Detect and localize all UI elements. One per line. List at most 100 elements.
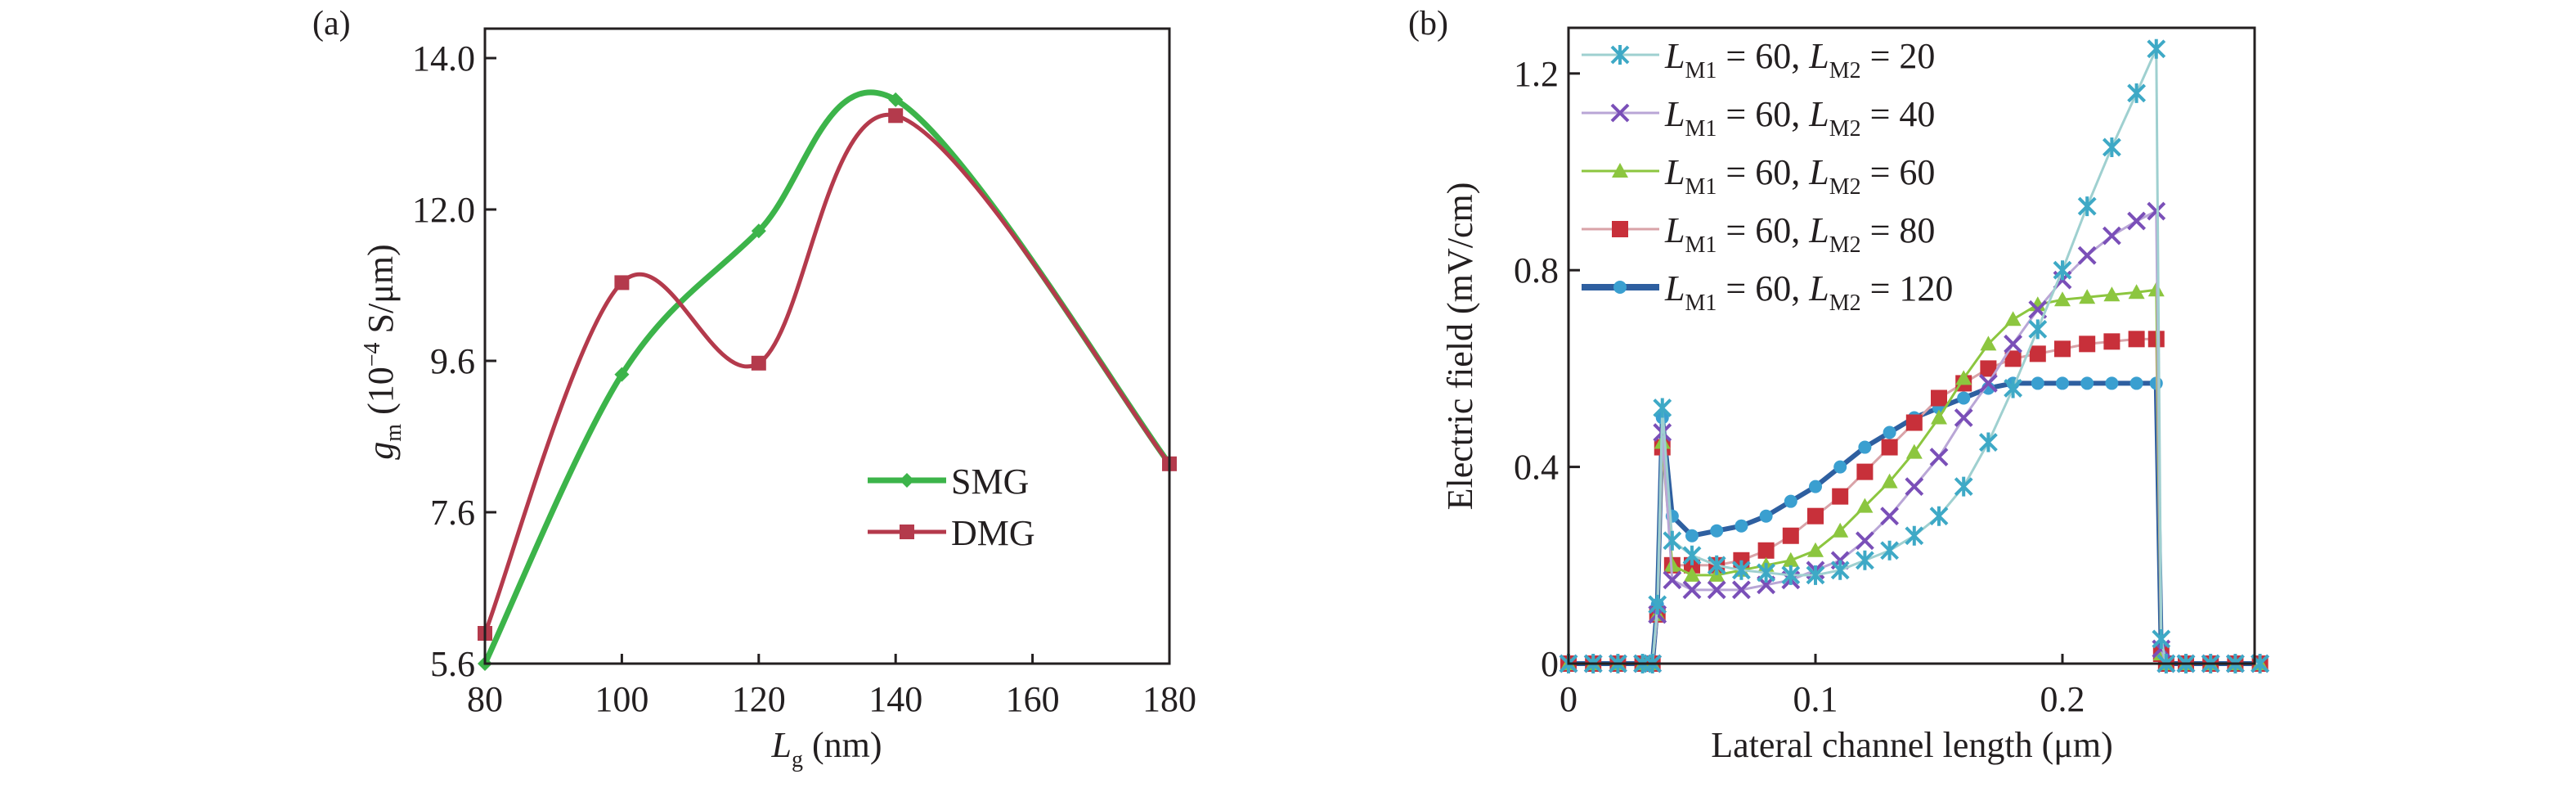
data-point <box>1978 374 1998 393</box>
panel-a-series <box>478 89 1177 671</box>
x-tick-label: 160 <box>1006 679 1060 719</box>
legend-label: LM1 = 60, LM2 = 120 <box>1664 268 1953 316</box>
data-point <box>1929 506 1949 526</box>
data-point <box>1757 542 1775 559</box>
legend-label: LM1 = 60, LM2 = 80 <box>1664 210 1935 258</box>
data-point <box>1807 507 1824 525</box>
xlabel-symbol: L <box>770 725 791 765</box>
data-point <box>1980 360 1997 377</box>
y-tick-label: 0.4 <box>1514 448 1559 488</box>
data-point <box>1809 480 1822 493</box>
legend-marker <box>1613 281 1627 294</box>
panel-b-legend: LM1 = 60, LM2 = 20 LM1 = 60, LM2 = 40 LM1 … <box>1582 36 1953 316</box>
legend-label: LM1 = 60, LM2 = 20 <box>1664 36 1935 83</box>
legend-label: SMG <box>951 462 1029 502</box>
data-point <box>1954 408 1973 427</box>
series-line <box>482 112 1171 634</box>
y-tick-label: 7.6 <box>430 493 475 533</box>
panel-a-axes-frame <box>483 27 1171 665</box>
data-point <box>2004 350 2022 367</box>
data-point <box>2127 83 2147 103</box>
data-point <box>1663 570 1682 590</box>
series-smg <box>478 89 1177 671</box>
data-point <box>1648 594 1667 615</box>
data-point <box>1684 566 1700 582</box>
panel-a-xlabel: Lg (nm) <box>770 725 882 772</box>
data-point <box>2102 226 2121 245</box>
legend-item-lm2-80: LM1 = 60, LM2 = 80 <box>1582 210 1935 258</box>
data-point <box>1955 370 1972 385</box>
panel-b-ticks: 0 0.1 0.2 0 0.4 0.8 1.2 <box>1514 54 2085 719</box>
data-point <box>2128 331 2145 348</box>
xlabel-subscript: g <box>792 747 803 772</box>
x-tick-label: 100 <box>595 679 648 719</box>
data-point <box>1682 580 1702 600</box>
x-tick-label: 80 <box>467 679 503 719</box>
data-point <box>1782 527 1799 544</box>
legend-marker <box>900 525 914 539</box>
data-point <box>2056 376 2069 390</box>
data-point <box>1682 545 1702 565</box>
data-point <box>1759 509 1773 523</box>
data-point <box>888 108 904 124</box>
data-point <box>1735 519 1748 533</box>
data-point <box>1830 560 1850 580</box>
data-point <box>1710 524 1724 538</box>
legend-marker <box>1612 163 1628 178</box>
ylabel-symbol: g <box>361 442 401 460</box>
data-point <box>614 275 630 290</box>
data-point <box>1784 494 1797 508</box>
data-point <box>1905 477 1924 497</box>
data-point <box>1685 529 1699 543</box>
data-point <box>1905 444 1923 459</box>
panel-a-label: (a) <box>312 5 351 43</box>
data-point <box>2079 335 2096 353</box>
data-point <box>888 92 904 107</box>
x-tick-label: 120 <box>732 679 786 719</box>
legend-marker <box>1610 103 1630 123</box>
y-tick-label: 0.8 <box>1514 250 1559 290</box>
data-point <box>1880 540 1900 561</box>
y-tick-label: 14.0 <box>412 38 475 79</box>
x-tick-label: 140 <box>868 679 922 719</box>
data-point <box>1653 398 1672 418</box>
ylabel-unit-rest: S/μm) <box>361 244 401 342</box>
legend-item-dmg: DMG <box>868 513 1035 553</box>
data-point <box>2103 333 2120 350</box>
data-point <box>1954 476 1973 497</box>
x-tick-label: 0.2 <box>2040 679 2085 719</box>
y-tick-label: 5.6 <box>430 644 475 684</box>
panel-b-series <box>1559 38 2270 673</box>
panel-b-ylabel: Electric field (mV/cm) <box>1440 182 1480 511</box>
data-point <box>2029 345 2046 362</box>
data-point <box>2080 376 2094 390</box>
data-point <box>1731 560 1751 580</box>
data-point <box>1957 391 1971 405</box>
legend-item-lm2-40: LM1 = 60, LM2 = 40 <box>1582 94 1935 142</box>
legend-label: DMG <box>951 513 1035 553</box>
data-point <box>1806 565 1825 585</box>
data-point <box>1880 507 1900 526</box>
panel-a-legend: SMG DMG <box>868 462 1035 553</box>
data-point <box>1856 498 1874 513</box>
data-point <box>2054 340 2071 358</box>
xlabel-unit: (nm) <box>803 725 882 765</box>
data-point <box>1855 531 1874 551</box>
data-point <box>1931 409 1947 425</box>
data-point <box>2004 334 2023 353</box>
data-point <box>1883 426 1896 439</box>
data-point <box>1833 460 1847 474</box>
data-point <box>2031 376 2044 390</box>
panel-a-ticks: 80 100 120 140 160 180 5.6 7.6 9.6 12.0 14.0 <box>412 38 1196 719</box>
panel-b-axes-frame <box>1567 26 2256 665</box>
ylabel-unit: (10 <box>361 367 401 424</box>
data-point <box>1929 448 1949 466</box>
data-point <box>2105 376 2119 390</box>
data-point <box>1781 565 1801 585</box>
data-point <box>1757 562 1776 583</box>
data-point <box>1980 335 1997 351</box>
data-point <box>1832 488 1849 505</box>
data-point <box>1905 414 1923 431</box>
legend-item-lm2-20: LM1 = 60, LM2 = 20 <box>1582 36 1935 83</box>
